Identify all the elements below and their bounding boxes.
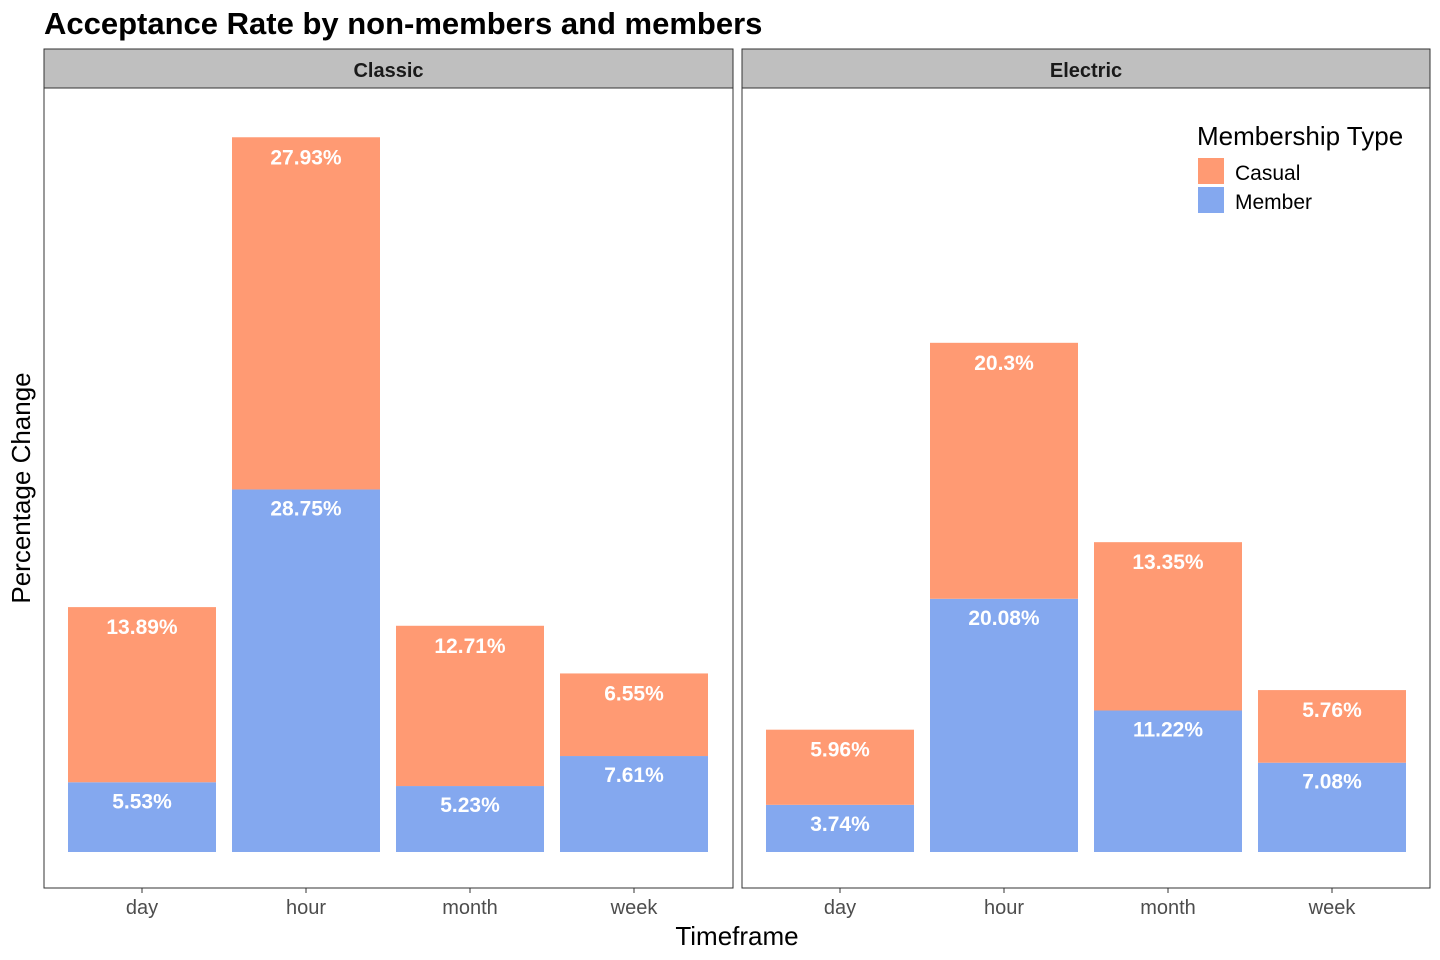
x-tick-label-classic-day: day	[126, 897, 158, 919]
legend-swatch-casual	[1198, 158, 1224, 184]
x-tick-label-electric-day: day	[824, 897, 856, 919]
bar-classic-month-casual	[396, 625, 544, 787]
facet-panels: Classic 5.53% 13.89% day 28.75% 27.93% hour 5.2…	[43, 48, 1431, 919]
bar-label-electric-day-casual: 5.96%	[810, 739, 870, 762]
bar-label-classic-hour-casual: 27.93%	[270, 146, 342, 169]
bar-label-classic-day-casual: 13.89%	[106, 616, 178, 639]
bar-electric-week-casual	[1258, 690, 1406, 763]
bar-label-classic-day-member: 5.53%	[112, 790, 172, 813]
bar-electric-week-member	[1258, 762, 1406, 852]
bar-label-electric-day-member: 3.74%	[810, 813, 870, 836]
facet-strip-label-classic: Classic	[353, 60, 423, 82]
x-tick-label-classic-hour: hour	[286, 897, 326, 919]
facet-panel-classic	[43, 87, 734, 889]
bar-label-classic-hour-member: 28.75%	[270, 497, 342, 520]
bar-label-electric-month-member: 11.22%	[1133, 719, 1203, 742]
bar-label-electric-hour-casual: 20.3%	[974, 352, 1034, 375]
bar-electric-day-casual	[766, 729, 914, 805]
bar-classic-week-casual	[560, 673, 708, 757]
facet-strip-classic	[43, 48, 734, 89]
bar-electric-month-casual	[1094, 542, 1242, 711]
facet-panel-electric	[741, 87, 1431, 889]
facet-strip-label-electric: Electric	[1050, 60, 1122, 82]
bar-label-electric-week-casual: 5.76%	[1302, 699, 1362, 722]
x-tick-label-electric-hour: hour	[984, 897, 1024, 919]
facet-electric: Electric 3.74% 5.96% day 20.08% 20.3% hour 11.2…	[741, 48, 1431, 919]
bar-label-electric-month-casual: 13.35%	[1132, 551, 1204, 574]
legend: Membership Type Casual Member	[1197, 121, 1403, 214]
chart-title: Acceptance Rate by non-members and membe…	[44, 6, 762, 41]
bar-electric-month-member	[1094, 710, 1242, 852]
bar-classic-day-casual	[68, 607, 216, 783]
bar-electric-hour-member	[930, 598, 1078, 852]
bar-label-electric-week-member: 7.08%	[1302, 771, 1362, 794]
legend-swatch-member	[1198, 187, 1224, 213]
bar-classic-hour-member	[232, 489, 380, 852]
bar-electric-day-member	[766, 804, 914, 852]
legend-label-member: Member	[1235, 191, 1312, 214]
bar-classic-week-member	[560, 756, 708, 852]
x-tick-label-classic-week: week	[610, 897, 659, 919]
x-tick-label-electric-week: week	[1308, 897, 1357, 919]
bar-label-classic-week-casual: 6.55%	[604, 682, 664, 705]
bar-label-classic-month-member: 5.23%	[440, 794, 500, 817]
facet-strip-electric	[741, 48, 1431, 89]
bar-classic-month-member	[396, 786, 544, 852]
bar-label-electric-hour-member: 20.08%	[968, 607, 1040, 630]
legend-title: Membership Type	[1197, 121, 1403, 151]
y-axis-title: Percentage Change	[6, 372, 36, 603]
bar-electric-hour-casual	[930, 342, 1078, 599]
x-tick-label-classic-month: month	[442, 897, 498, 919]
bar-label-classic-week-member: 7.61%	[604, 764, 664, 787]
bar-label-classic-month-casual: 12.71%	[434, 635, 506, 658]
x-tick-label-electric-month: month	[1140, 897, 1196, 919]
facet-classic: Classic 5.53% 13.89% day 28.75% 27.93% hour 5.2…	[43, 48, 734, 919]
legend-label-casual: Casual	[1235, 162, 1300, 185]
x-axis-title: Timeframe	[675, 921, 798, 951]
bar-classic-hour-casual	[232, 137, 380, 490]
bar-classic-day-member	[68, 782, 216, 852]
